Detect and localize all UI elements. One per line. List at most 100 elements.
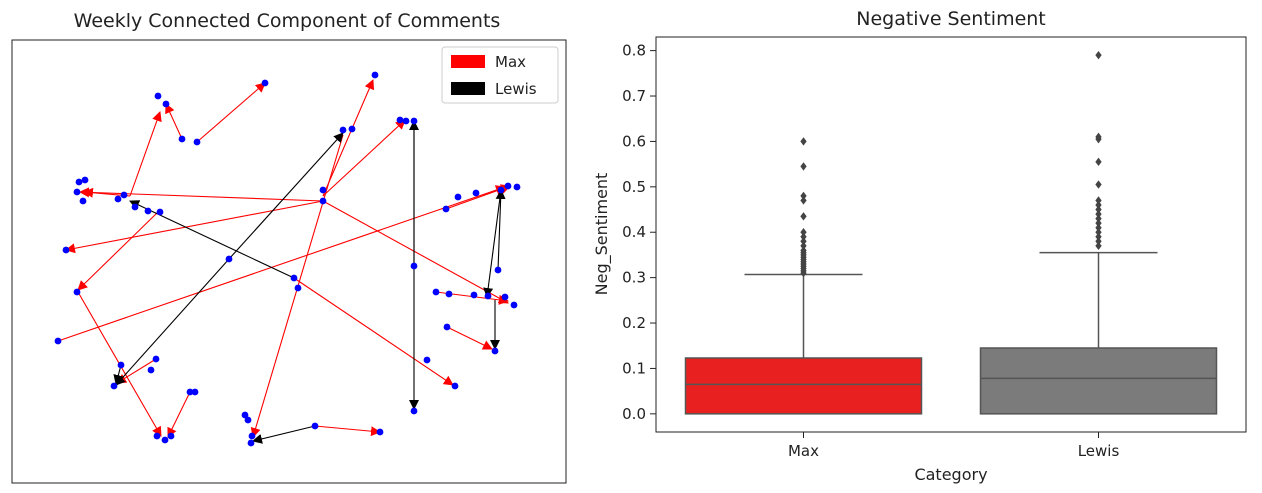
node-37 <box>470 291 478 299</box>
node-31 <box>504 182 512 190</box>
outlier-lewis-5 <box>1095 218 1102 228</box>
x-tick-label-lewis: Lewis <box>1078 442 1120 460</box>
node-36 <box>445 290 453 298</box>
outlier-lewis-12 <box>1095 157 1102 167</box>
y-axis-ticks: 0.0 0.1 0.2 0.3 0.4 0.5 0.6 0.7 0.8 <box>622 42 656 423</box>
outlier-max-14 <box>800 228 807 237</box>
node-26 <box>410 262 418 270</box>
x-axis-ticks: Max Lewis <box>788 432 1119 460</box>
node-35 <box>432 288 440 296</box>
outlier-max-15 <box>800 212 807 221</box>
node-59 <box>410 407 418 415</box>
outlier-max-18 <box>800 162 807 171</box>
node-17 <box>120 191 128 199</box>
y-tick-label-5: 0.5 <box>622 178 646 196</box>
outlier-lewis-7 <box>1095 209 1102 219</box>
edge-lewis-28 <box>252 425 316 444</box>
node-47 <box>147 366 155 374</box>
y-axis-label: Neg_Sentiment <box>592 173 612 296</box>
edge-lewis-26 <box>495 189 506 271</box>
node-33 <box>494 266 502 274</box>
outlier-lewis-9 <box>1095 200 1102 210</box>
node-15 <box>73 188 81 196</box>
node-52 <box>161 436 169 444</box>
node-14 <box>75 178 83 186</box>
node-57 <box>311 422 319 430</box>
y-tick-label-3: 0.3 <box>622 269 646 287</box>
y-tick-label-7: 0.7 <box>622 87 646 105</box>
node-49 <box>191 388 199 396</box>
outlier-lewis-8 <box>1095 205 1102 214</box>
node-7 <box>348 125 356 133</box>
node-20 <box>144 207 152 215</box>
edge-max-5 <box>322 119 406 197</box>
boxplot-title: Negative Sentiment <box>856 8 1046 30</box>
edge-max-2 <box>129 111 162 197</box>
outlier-lewis-2 <box>1095 232 1102 241</box>
boxplot-panel: Negative Sentiment 0.0 0.1 0.2 0.3 0.4 0.5 0.6… <box>592 8 1247 484</box>
node-48 <box>186 388 194 396</box>
outlier-max-19 <box>800 137 807 146</box>
network-legend: Max Lewis <box>441 46 559 104</box>
y-tick-label-8: 0.8 <box>622 42 646 60</box>
node-23 <box>225 255 233 263</box>
edge-max-7 <box>65 200 324 254</box>
node-16 <box>79 197 87 205</box>
node-30 <box>497 186 505 194</box>
outlier-lewis-10 <box>1095 196 1102 205</box>
node-28 <box>454 193 462 201</box>
node-58 <box>376 428 384 436</box>
y-tick-label-4: 0.4 <box>622 223 646 241</box>
node-22 <box>62 246 70 254</box>
outlier-lewis-4 <box>1095 223 1102 232</box>
outlier-lewis-14 <box>1095 132 1102 142</box>
node-42 <box>73 288 81 296</box>
node-39 <box>510 301 518 309</box>
outlier-max-10 <box>800 246 807 255</box>
outlier-max-11 <box>800 241 807 251</box>
edge-lewis-22 <box>115 258 230 386</box>
node-61 <box>451 382 459 390</box>
x-tick-label-max: Max <box>788 442 819 460</box>
node-54 <box>244 416 252 424</box>
node-12 <box>410 117 418 125</box>
node-6 <box>339 126 347 134</box>
node-29 <box>472 189 480 197</box>
node-19 <box>131 203 139 211</box>
edge-max-0 <box>196 82 266 143</box>
y-tick-label-6: 0.6 <box>622 132 646 150</box>
edge-max-12 <box>57 185 506 342</box>
node-8 <box>319 186 327 194</box>
node-4 <box>178 135 186 143</box>
node-21 <box>156 208 164 216</box>
network-nodes <box>54 71 521 447</box>
outlier-lewis-15 <box>1095 50 1102 60</box>
node-50 <box>167 432 175 440</box>
x-axis-label: Category <box>914 465 987 484</box>
edge-max-1 <box>165 103 183 140</box>
box-body-max <box>684 357 923 415</box>
box-body-lewis <box>979 347 1218 415</box>
outlier-lewis-0 <box>1095 241 1102 251</box>
edge-max-10 <box>77 211 159 291</box>
outlier-lewis-11 <box>1095 180 1102 189</box>
node-43 <box>54 337 62 345</box>
box-max <box>684 137 923 415</box>
node-11 <box>402 117 410 125</box>
node-34 <box>484 292 492 300</box>
outlier-lewis-3 <box>1095 228 1102 237</box>
legend-swatch-max <box>451 55 485 68</box>
y-tick-label-0: 0.0 <box>622 405 646 423</box>
edge-lewis-25 <box>483 189 502 298</box>
node-53 <box>241 411 249 419</box>
node-40 <box>443 323 451 331</box>
network-panel: Weekly Connected Component of Comments M… <box>11 10 567 484</box>
node-45 <box>152 355 160 363</box>
outlier-lewis-1 <box>1095 237 1102 246</box>
node-55 <box>248 432 256 440</box>
legend-label-lewis: Lewis <box>495 80 537 98</box>
edge-max-15 <box>167 391 191 438</box>
node-27 <box>442 205 450 213</box>
node-9 <box>319 197 327 205</box>
